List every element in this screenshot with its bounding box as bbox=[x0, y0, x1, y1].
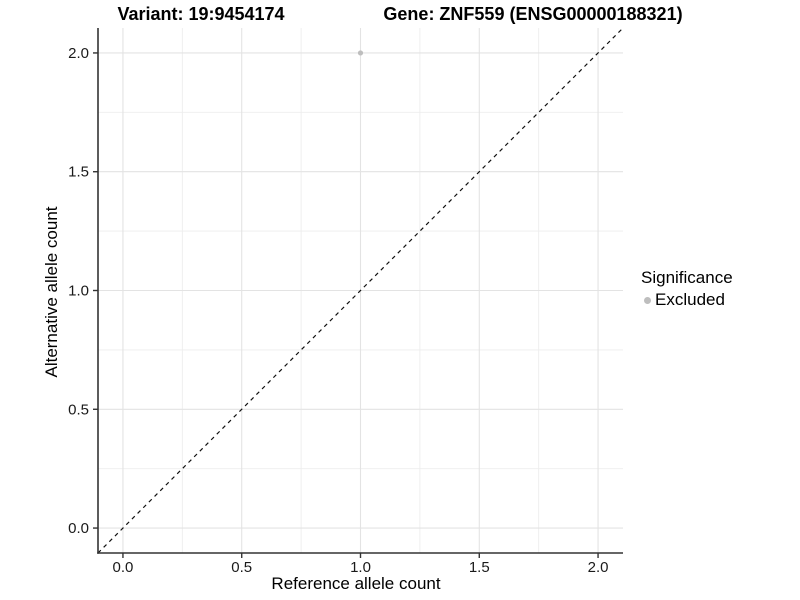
x-tick-label: 0.5 bbox=[231, 559, 252, 576]
legend-title: Significance bbox=[641, 268, 733, 287]
plot-title-variant: Variant: 19:9454174 bbox=[117, 4, 285, 24]
identity-reference-line bbox=[97, 27, 624, 554]
data-point bbox=[357, 50, 364, 56]
y-tick-label: 1.5 bbox=[68, 164, 89, 181]
legend-item-label: Excluded bbox=[655, 290, 725, 309]
y-tick-label: 1.0 bbox=[68, 283, 89, 300]
y-axis-title: Alternative allele count bbox=[42, 206, 61, 378]
y-tick-label: 2.0 bbox=[68, 45, 89, 62]
legend-marker-icon bbox=[644, 296, 651, 304]
x-tick-label: 2.0 bbox=[588, 559, 609, 576]
plot-title-gene: Gene: ZNF559 (ENSG00000188321) bbox=[383, 4, 683, 24]
x-axis-title: Reference allele count bbox=[271, 574, 441, 593]
legend-items: Excluded bbox=[641, 290, 733, 310]
x-tick-label: 1.0 bbox=[350, 559, 371, 576]
legend-item: Excluded bbox=[641, 290, 733, 310]
x-tick-label: 0.0 bbox=[113, 559, 134, 576]
x-tick-label: 1.5 bbox=[469, 559, 490, 576]
legend: Significance Excluded bbox=[641, 267, 733, 310]
y-tick-label: 0.0 bbox=[68, 520, 89, 537]
y-tick-label: 0.5 bbox=[68, 401, 89, 418]
